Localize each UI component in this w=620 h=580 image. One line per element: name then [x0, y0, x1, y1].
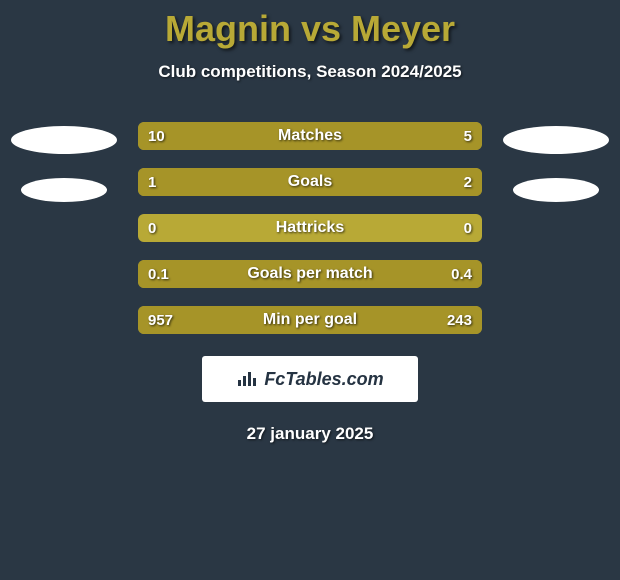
page-title: Magnin vs Meyer [0, 8, 620, 50]
stat-row: Goals1 2 [138, 168, 482, 196]
stat-row: Min per goal957 243 [138, 306, 482, 334]
stat-value-left: 0.1 [148, 260, 169, 288]
stat-label: Matches [138, 122, 482, 150]
left-avatar-column [10, 122, 118, 202]
site-logo: FcTables.com [202, 356, 418, 402]
stat-value-right: 5 [464, 122, 472, 150]
stat-value-right: 0.4 [451, 260, 472, 288]
stat-value-left: 10 [148, 122, 165, 150]
player-right-avatar [503, 126, 609, 154]
club-left-badge [21, 178, 107, 202]
player-left-avatar [11, 126, 117, 154]
page-subtitle: Club competitions, Season 2024/2025 [0, 62, 620, 82]
main-row: Matches10 5 Goals1 2 Hattricks0 0 Goals per ma… [0, 122, 620, 334]
stat-value-right: 2 [464, 168, 472, 196]
logo-text: FcTables.com [264, 369, 383, 390]
stats-column: Matches10 5 Goals1 2 Hattricks0 0 Goals per ma… [138, 122, 482, 334]
stat-value-right: 0 [464, 214, 472, 242]
stat-label: Min per goal [138, 306, 482, 334]
bar-chart-icon [236, 370, 258, 388]
stat-row: Goals per match0.1 0.4 [138, 260, 482, 288]
stat-label: Hattricks [138, 214, 482, 242]
right-avatar-column [502, 122, 610, 202]
club-right-badge [513, 178, 599, 202]
snapshot-date: 27 january 2025 [0, 424, 620, 444]
stat-value-left: 1 [148, 168, 156, 196]
stat-value-left: 957 [148, 306, 173, 334]
stat-value-right: 243 [447, 306, 472, 334]
stat-value-left: 0 [148, 214, 156, 242]
stat-label: Goals [138, 168, 482, 196]
stat-row: Hattricks0 0 [138, 214, 482, 242]
stat-label: Goals per match [138, 260, 482, 288]
stat-row: Matches10 5 [138, 122, 482, 150]
comparison-card: Magnin vs Meyer Club competitions, Seaso… [0, 0, 620, 444]
